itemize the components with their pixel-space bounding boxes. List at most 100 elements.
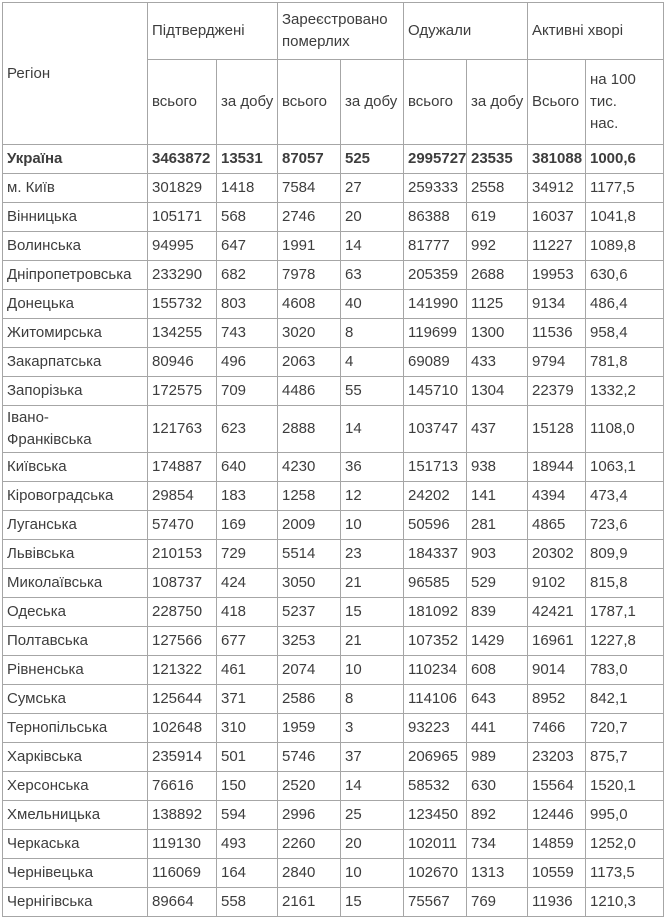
value-cell: 623 — [216, 405, 278, 453]
region-cell: Сумська — [2, 683, 148, 714]
value-cell: 558 — [216, 886, 278, 917]
table-row: Луганська 57470 169 2009 10 50596 281 4865 723,6 — [2, 509, 664, 540]
value-cell: 134255 — [147, 318, 217, 348]
value-cell: 8952 — [527, 683, 586, 714]
value-cell: 3463872 — [147, 144, 217, 174]
value-cell: 58532 — [403, 770, 467, 801]
value-cell: 2888 — [277, 405, 341, 453]
value-cell: 301829 — [147, 173, 217, 203]
value-cell: 310 — [216, 712, 278, 743]
value-cell: 594 — [216, 799, 278, 830]
region-cell: Донецька — [2, 289, 148, 319]
value-cell: 21 — [340, 625, 404, 656]
value-cell: 14 — [340, 405, 404, 453]
table-row: Тернопільська 102648 310 1959 3 93223 441 7466 7… — [2, 712, 664, 743]
value-cell: 23 — [340, 538, 404, 569]
value-cell: 4865 — [527, 509, 586, 540]
value-cell: 102011 — [403, 828, 467, 859]
value-cell: 172575 — [147, 376, 217, 406]
region-cell: Львівська — [2, 538, 148, 569]
value-cell: 647 — [216, 231, 278, 261]
value-cell: 8 — [340, 683, 404, 714]
value-cell: 989 — [466, 741, 528, 772]
value-cell: 781,8 — [585, 347, 664, 377]
table-row: Кіровоградська 29854 183 1258 12 24202 141 4394… — [2, 480, 664, 511]
value-cell: 1227,8 — [585, 625, 664, 656]
value-cell: 437 — [466, 405, 528, 453]
value-cell: 94995 — [147, 231, 217, 261]
value-cell: 12446 — [527, 799, 586, 830]
value-cell: 1991 — [277, 231, 341, 261]
value-cell: 371 — [216, 683, 278, 714]
region-cell: Луганська — [2, 509, 148, 540]
region-cell: Кіровоградська — [2, 480, 148, 511]
value-cell: 1429 — [466, 625, 528, 656]
value-cell: 803 — [216, 289, 278, 319]
value-cell: 206965 — [403, 741, 467, 772]
value-cell: 1520,1 — [585, 770, 664, 801]
value-cell: 119699 — [403, 318, 467, 348]
table-row: Дніпропетровська 233290 682 7978 63 205359 268… — [2, 260, 664, 290]
value-cell: 839 — [466, 596, 528, 627]
value-cell: 3020 — [277, 318, 341, 348]
recovered-group-header: Одужали — [403, 2, 528, 60]
region-column-header: Регіон — [2, 2, 148, 145]
value-cell: 107352 — [403, 625, 467, 656]
value-cell: 10 — [340, 654, 404, 685]
region-cell: Хмельницька — [2, 799, 148, 830]
table-row: Київська 174887 640 4230 36 151713 938 18944 106… — [2, 451, 664, 482]
value-cell: 5237 — [277, 596, 341, 627]
value-cell: 709 — [216, 376, 278, 406]
value-cell: 1063,1 — [585, 451, 664, 482]
value-cell: 13531 — [216, 144, 278, 174]
header-sub-row: всього за добу всього за добу всього за … — [3, 59, 664, 145]
value-cell: 164 — [216, 857, 278, 888]
value-cell: 114106 — [403, 683, 467, 714]
value-cell: 55 — [340, 376, 404, 406]
value-cell: 723,6 — [585, 509, 664, 540]
value-cell: 783,0 — [585, 654, 664, 685]
value-cell: 235914 — [147, 741, 217, 772]
value-cell: 441 — [466, 712, 528, 743]
value-cell: 123450 — [403, 799, 467, 830]
value-cell: 842,1 — [585, 683, 664, 714]
region-cell: Херсонська — [2, 770, 148, 801]
value-cell: 11227 — [527, 231, 586, 261]
value-cell: 181092 — [403, 596, 467, 627]
value-cell: 9794 — [527, 347, 586, 377]
value-cell: 116069 — [147, 857, 217, 888]
value-cell: 4 — [340, 347, 404, 377]
region-cell: Запорізька — [2, 376, 148, 406]
value-cell: 7466 — [527, 712, 586, 743]
table-row: Черкаська 119130 493 2260 20 102011 734 14859 12… — [2, 828, 664, 859]
value-cell: 2558 — [466, 173, 528, 203]
value-cell: 677 — [216, 625, 278, 656]
value-cell: 102670 — [403, 857, 467, 888]
value-cell: 529 — [466, 567, 528, 598]
value-cell: 3253 — [277, 625, 341, 656]
value-cell: 1304 — [466, 376, 528, 406]
value-cell: 25 — [340, 799, 404, 830]
value-cell: 743 — [216, 318, 278, 348]
region-cell: Закарпатська — [2, 347, 148, 377]
value-cell: 5514 — [277, 538, 341, 569]
table-row: Волинська 94995 647 1991 14 81777 992 11227 1089… — [2, 231, 664, 261]
region-cell: Дніпропетровська — [2, 260, 148, 290]
value-cell: 11536 — [527, 318, 586, 348]
value-cell: 2520 — [277, 770, 341, 801]
value-cell: 8 — [340, 318, 404, 348]
region-cell: Полтавська — [2, 625, 148, 656]
table-row: Закарпатська 80946 496 2063 4 69089 433 9794 781… — [2, 347, 664, 377]
region-cell: Чернівецька — [2, 857, 148, 888]
value-cell: 21 — [340, 567, 404, 598]
region-cell: Івано- Франківська — [2, 405, 148, 453]
value-cell: 145710 — [403, 376, 467, 406]
value-cell: 486,4 — [585, 289, 664, 319]
value-cell: 29854 — [147, 480, 217, 511]
value-cell: 184337 — [403, 538, 467, 569]
value-cell: 892 — [466, 799, 528, 830]
value-cell: 50596 — [403, 509, 467, 540]
table-row: Львівська 210153 729 5514 23 184337 903 20302 80… — [2, 538, 664, 569]
value-cell: 995,0 — [585, 799, 664, 830]
value-cell: 608 — [466, 654, 528, 685]
